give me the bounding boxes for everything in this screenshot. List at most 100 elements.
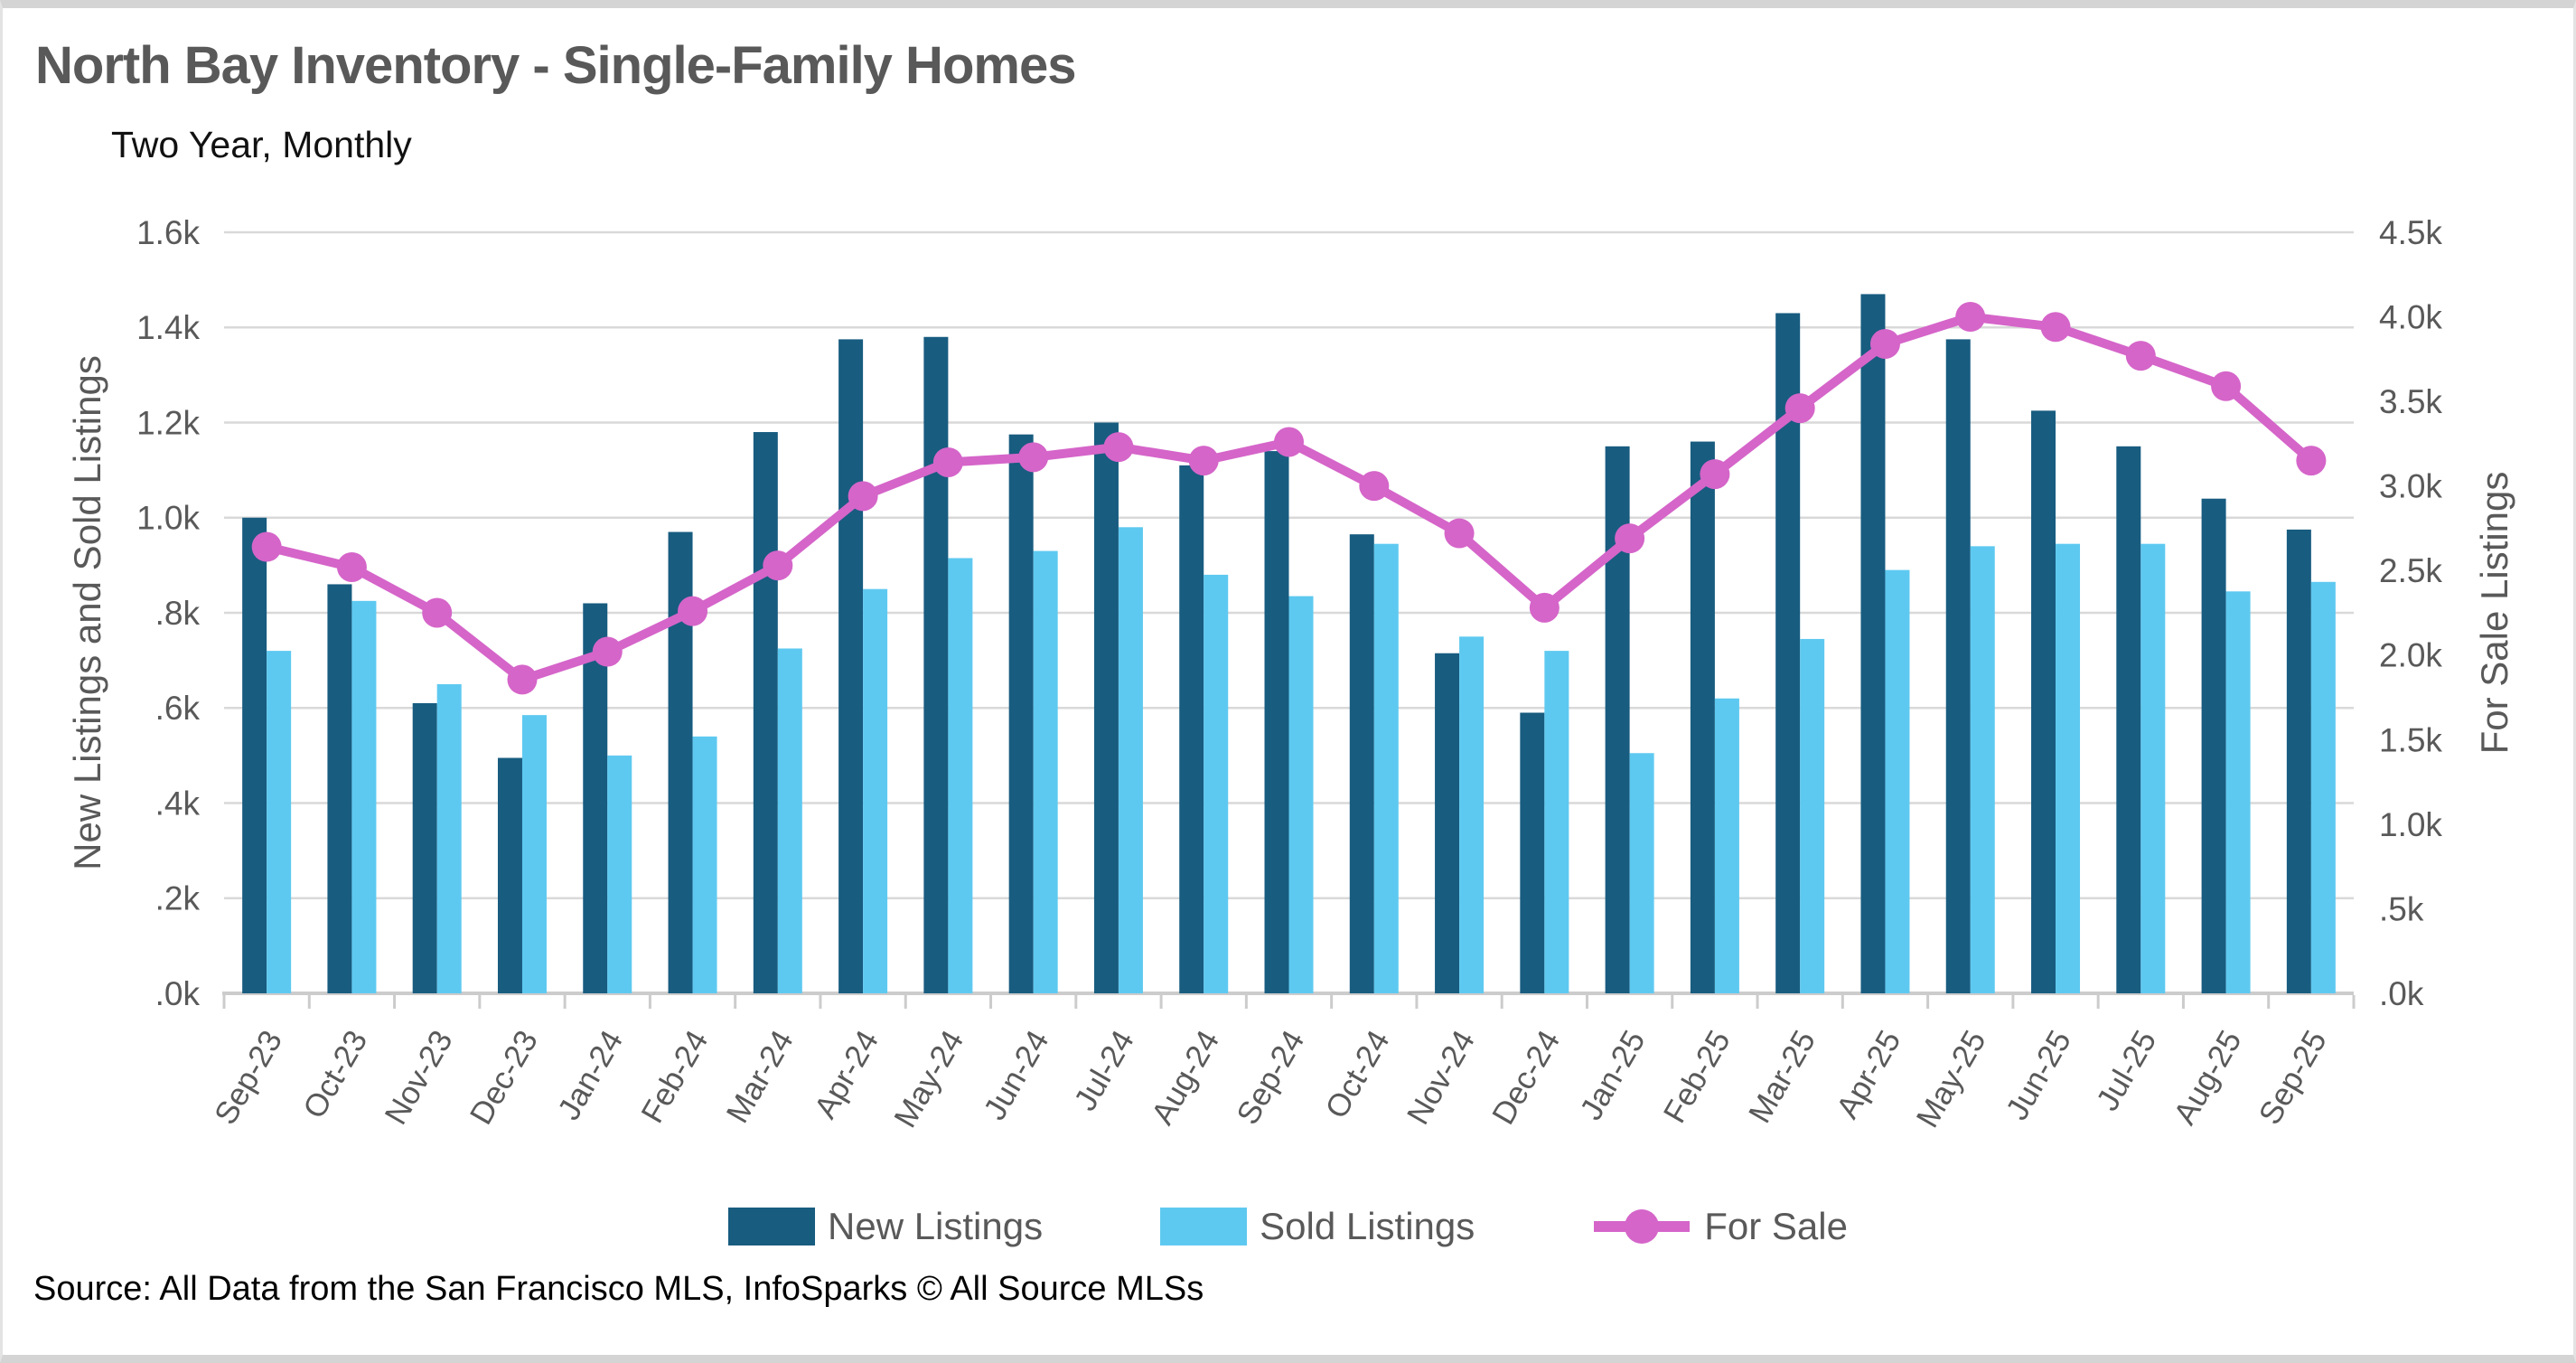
x-axis-month-label: Aug-24	[1145, 1025, 1226, 1131]
y-axis-tick-label-left: .0k	[155, 975, 201, 1012]
legend-label-for-sale: For Sale	[1704, 1205, 1848, 1247]
for-sale-point[interactable]	[1529, 592, 1560, 623]
bar-sold-listings[interactable]	[2140, 543, 2166, 993]
for-sale-point[interactable]	[336, 551, 367, 582]
bar-new-listings[interactable]	[1093, 422, 1119, 994]
legend-item-for-sale[interactable]: For Sale	[1592, 1205, 1848, 1248]
bar-sold-listings[interactable]	[948, 558, 973, 993]
bar-new-listings[interactable]	[2201, 498, 2226, 993]
bar-sold-listings[interactable]	[1459, 636, 1485, 993]
bar-sold-listings[interactable]	[2225, 591, 2251, 993]
for-sale-point[interactable]	[592, 636, 623, 667]
x-axis-month-label: Aug-25	[2167, 1025, 2248, 1131]
x-axis-month-label: Jun-25	[2000, 1025, 2078, 1126]
for-sale-point[interactable]	[1955, 302, 1986, 333]
legend-item-sold-listings[interactable]: Sold Listings	[1160, 1205, 1475, 1248]
for-sale-point[interactable]	[1700, 459, 1730, 490]
bar-new-listings[interactable]	[327, 584, 352, 993]
bar-new-listings[interactable]	[1945, 339, 1971, 993]
bar-sold-listings[interactable]	[692, 736, 717, 993]
for-sale-point[interactable]	[1784, 393, 1815, 424]
y-axis-tick-label-right: 3.5k	[2379, 383, 2442, 420]
bar-sold-listings[interactable]	[1970, 546, 1995, 993]
for-sale-point[interactable]	[422, 597, 453, 628]
for-sale-line-swatch	[1594, 1209, 1691, 1244]
x-axis-month-label: Oct-23	[296, 1025, 374, 1124]
bar-new-listings[interactable]	[583, 603, 608, 993]
for-sale-point[interactable]	[932, 446, 963, 477]
y-axis-tick-label-left: .8k	[155, 595, 201, 632]
y-axis-tick-label-left: .6k	[155, 690, 201, 727]
x-axis-month-label: Jul-24	[1067, 1025, 1140, 1117]
bar-new-listings[interactable]	[1520, 712, 1545, 993]
for-sale-point[interactable]	[1869, 328, 1900, 359]
bar-new-listings[interactable]	[1008, 434, 1034, 993]
bar-new-listings[interactable]	[838, 339, 864, 993]
bar-sold-listings[interactable]	[1033, 550, 1058, 993]
for-sale-point[interactable]	[507, 664, 538, 695]
bar-sold-listings[interactable]	[521, 715, 547, 993]
bar-sold-listings[interactable]	[1373, 543, 1399, 993]
bar-sold-listings[interactable]	[1204, 574, 1229, 993]
bar-new-listings[interactable]	[2116, 446, 2141, 993]
x-axis-month-label: Dec-24	[1485, 1025, 1567, 1131]
bar-sold-listings[interactable]	[436, 683, 462, 993]
bar-sold-listings[interactable]	[863, 588, 888, 993]
bar-new-listings[interactable]	[1860, 294, 1886, 994]
bar-sold-listings[interactable]	[2056, 543, 2081, 993]
bar-new-listings[interactable]	[2286, 529, 2311, 993]
x-axis-month-label: Mar-25	[1742, 1025, 1822, 1130]
x-axis-month-label: Dec-23	[464, 1025, 545, 1131]
bar-new-listings[interactable]	[1690, 441, 1715, 993]
bar-new-listings[interactable]	[497, 757, 522, 993]
for-sale-point[interactable]	[1103, 432, 1134, 463]
for-sale-point[interactable]	[1359, 471, 1390, 502]
bar-sold-listings[interactable]	[1118, 527, 1143, 993]
bar-new-listings[interactable]	[412, 702, 437, 993]
bar-sold-listings[interactable]	[2310, 581, 2336, 993]
bar-new-listings[interactable]	[2031, 410, 2056, 993]
for-sale-point[interactable]	[2040, 312, 2071, 343]
y-axis-tick-label-right: .0k	[2379, 975, 2424, 1012]
for-sale-point[interactable]	[2296, 446, 2327, 476]
bar-sold-listings[interactable]	[1885, 569, 1910, 993]
bar-new-listings[interactable]	[1179, 465, 1204, 993]
bar-sold-listings[interactable]	[1288, 596, 1314, 993]
x-axis-month-label: Apr-25	[1830, 1025, 1907, 1124]
for-sale-point[interactable]	[1018, 442, 1049, 473]
bar-sold-listings[interactable]	[1714, 698, 1739, 993]
x-axis-month-label: Oct-24	[1318, 1025, 1396, 1124]
bar-sold-listings[interactable]	[267, 651, 292, 993]
left-axis-title: New Listings and Sold Listings	[66, 355, 108, 870]
x-axis-month-label: Nov-24	[1400, 1025, 1482, 1131]
for-sale-point[interactable]	[251, 531, 282, 562]
bar-new-listings[interactable]	[1264, 451, 1289, 993]
for-sale-point[interactable]	[1615, 523, 1645, 554]
for-sale-point[interactable]	[678, 596, 708, 626]
bar-new-listings[interactable]	[753, 432, 778, 993]
bar-sold-listings[interactable]	[777, 648, 802, 993]
bar-new-listings[interactable]	[1435, 653, 1460, 993]
bar-sold-listings[interactable]	[1544, 651, 1569, 993]
y-axis-tick-label-left: .4k	[155, 785, 201, 822]
bar-new-listings[interactable]	[1349, 534, 1374, 993]
bar-new-listings[interactable]	[923, 336, 949, 993]
legend-label-sold-listings: Sold Listings	[1260, 1205, 1475, 1247]
bar-sold-listings[interactable]	[607, 755, 632, 993]
for-sale-point[interactable]	[848, 481, 878, 512]
for-sale-point[interactable]	[2211, 371, 2242, 401]
bar-sold-listings[interactable]	[1800, 638, 1825, 993]
for-sale-point[interactable]	[1188, 446, 1219, 476]
y-axis-tick-label-left: .2k	[155, 880, 201, 917]
bar-sold-listings[interactable]	[351, 600, 377, 993]
for-sale-point[interactable]	[2125, 341, 2156, 371]
y-axis-tick-label-left: 1.4k	[136, 309, 200, 346]
legend-item-new-listings[interactable]: New Listings	[728, 1205, 1043, 1248]
bar-sold-listings[interactable]	[1629, 753, 1654, 993]
for-sale-point[interactable]	[763, 550, 793, 581]
x-axis-month-label: Apr-24	[808, 1025, 885, 1124]
for-sale-point[interactable]	[1444, 518, 1475, 549]
bar-new-listings[interactable]	[242, 517, 267, 993]
for-sale-point[interactable]	[1274, 427, 1304, 457]
